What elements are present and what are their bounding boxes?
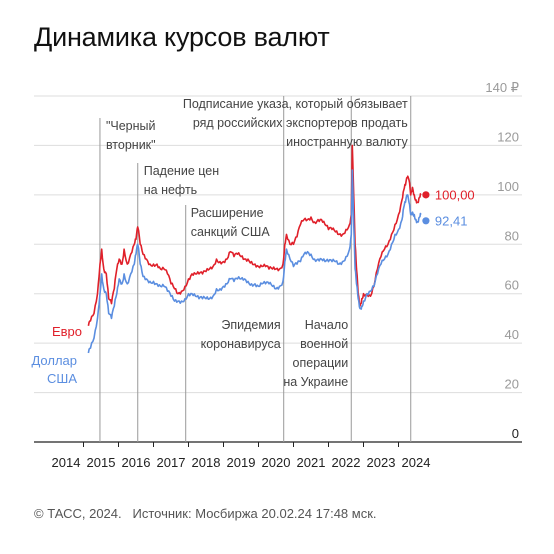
event-label: Начало	[305, 318, 349, 332]
chart-title: Динамика курсов валют	[34, 22, 330, 52]
euro-end-marker	[422, 191, 430, 199]
series-usd-line	[87, 169, 422, 354]
x-tick-label: 2021	[297, 455, 326, 470]
event-label: на нефть	[144, 183, 197, 197]
legend-usd: США	[47, 371, 77, 386]
euro-last-value: 100,00	[435, 187, 475, 202]
event-label: военной	[300, 337, 348, 351]
footer: © ТАСС, 2024. Источник: Мосбиржа 20.02.2…	[34, 506, 377, 521]
copyright-text: © ТАСС, 2024.	[34, 506, 122, 521]
legend-euro: Евро	[52, 324, 82, 339]
x-tick-label: 2020	[262, 455, 291, 470]
x-tick-label: 2018	[192, 455, 221, 470]
x-tick-label: 2022	[332, 455, 361, 470]
x-tick-label: 2014	[52, 455, 81, 470]
usd-end-marker	[422, 217, 430, 225]
legend-usd: Доллар	[31, 353, 77, 368]
event-label: Подписание указа, который обязывает	[183, 97, 408, 111]
source-text: Источник: Мосбиржа 20.02.24 17:48 мск.	[132, 506, 377, 521]
usd-last-value: 92,41	[435, 213, 468, 228]
event-label: вторник"	[106, 138, 156, 152]
event-label: на Украине	[283, 375, 348, 389]
event-label: Эпидемия	[221, 318, 280, 332]
y-tick-label: 0	[512, 426, 519, 441]
x-tick-label: 2019	[227, 455, 256, 470]
y-tick-label: 100	[497, 179, 519, 194]
x-tick-label: 2017	[157, 455, 186, 470]
event-label: иностранную валюту	[286, 135, 408, 149]
event-label: ряд российских экспортеров продать	[193, 116, 408, 130]
grid-lines	[34, 95, 522, 447]
y-tick-label: 40	[505, 327, 519, 342]
series-lines	[87, 144, 430, 354]
x-tick-label: 2023	[367, 455, 396, 470]
chart-labels: 0 20 40 60 80 100 120 140 ₽ 2014 2015 2016 2017 2018…	[31, 80, 519, 470]
event-label: операции	[293, 356, 349, 370]
y-tick-label: 120	[497, 129, 519, 144]
event-label: санкций США	[191, 225, 271, 239]
event-label: "Черный	[106, 119, 156, 133]
y-tick-label: 20	[505, 377, 519, 392]
y-tick-label: 140 ₽	[485, 80, 519, 95]
y-tick-label: 60	[505, 278, 519, 293]
x-tick-label: 2016	[122, 455, 151, 470]
x-tick-label: 2024	[402, 455, 431, 470]
event-label: Падение цен	[144, 164, 219, 178]
x-tick-label: 2015	[87, 455, 116, 470]
event-label: Расширение	[191, 206, 264, 220]
y-tick-label: 80	[505, 228, 519, 243]
event-label: коронавируса	[201, 337, 281, 351]
